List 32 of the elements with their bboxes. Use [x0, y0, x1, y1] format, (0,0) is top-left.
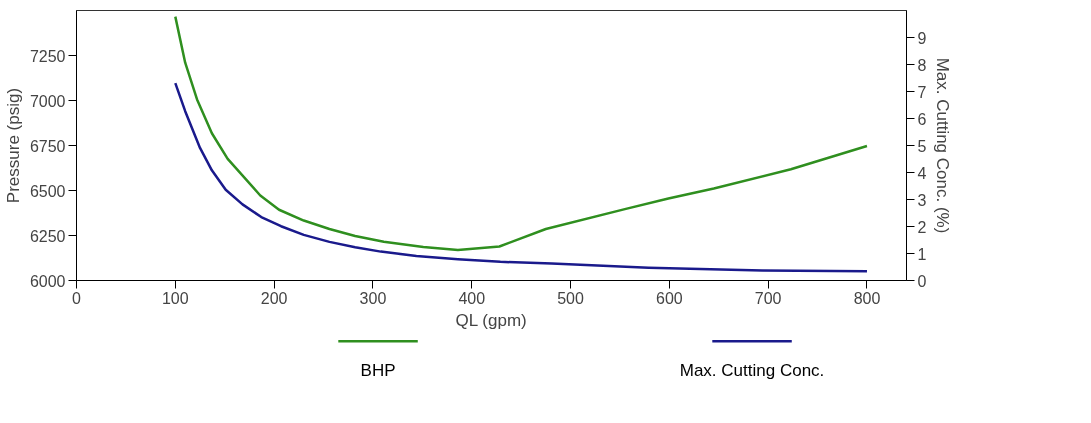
x-tick-label: 200: [260, 289, 288, 307]
y-tick-label: 7250: [29, 47, 66, 65]
y2-tick-label: 2: [917, 218, 927, 236]
line-series: [174, 15, 869, 252]
x-tick-label: 500: [557, 289, 584, 307]
y-tick-label: 6500: [29, 182, 66, 200]
y2-tick-label: 7: [917, 83, 927, 101]
x-tick-label: 400: [458, 289, 486, 307]
y-tick-label: 7000: [29, 92, 66, 110]
y2-tick-label: 1: [917, 245, 927, 263]
legend-label: BHP: [360, 360, 396, 380]
x-tick-label: 600: [656, 289, 683, 307]
y2-tick-label: 3: [917, 191, 927, 209]
y2-tick-label: 6: [917, 110, 927, 128]
y-tick-label: 6250: [29, 227, 66, 245]
y-tick-label: 6750: [29, 137, 66, 155]
x-tick-label: 300: [359, 289, 387, 307]
y2-axis-title: Max. Cutting Conc. (%): [933, 57, 953, 234]
y2-tick-label: 8: [917, 56, 927, 74]
x-tick-label: 700: [754, 289, 782, 307]
x-tick-label: 0: [72, 289, 82, 307]
x-axis-title: QL (gpm): [455, 310, 527, 330]
y2-tick-label: 0: [917, 272, 927, 290]
legend-label: Max. Cutting Conc.: [679, 360, 825, 380]
y2-tick-label: 9: [917, 29, 927, 47]
y-tick-label: 6000: [29, 272, 66, 290]
line-series: [174, 81, 869, 273]
x-tick-label: 100: [161, 289, 189, 307]
y-axis-title: Pressure (psig): [3, 87, 23, 204]
y2-tick-label: 4: [917, 164, 927, 182]
x-tick-label: 800: [853, 289, 881, 307]
y2-tick-label: 5: [917, 137, 927, 155]
